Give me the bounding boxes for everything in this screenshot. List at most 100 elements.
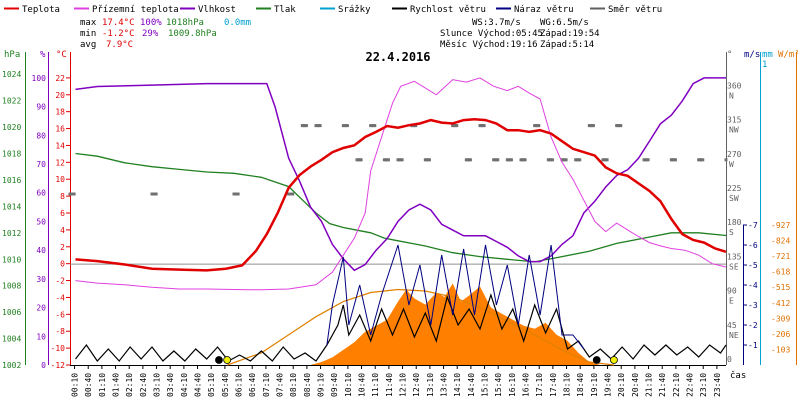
hpa-tick-label: 1016 — [2, 176, 21, 185]
axis-unit-wm2: W/m² — [778, 50, 800, 60]
series-wind-dir-point — [291, 192, 295, 196]
wm2-tick-label: -721 — [771, 252, 790, 261]
series-wind-dir-point — [373, 124, 377, 128]
time-tick-label: 07:10 — [262, 373, 271, 397]
stat-precip: 0.0mm — [224, 18, 251, 28]
stats-block: max 17.4°C 100% 1018hPa 0.0mm min -1.2°C… — [80, 18, 251, 50]
series-wind-dir-point — [619, 124, 623, 128]
time-tick-label: 05:40 — [221, 373, 230, 397]
time-tick-label: 14:40 — [467, 373, 476, 397]
dir-tick-deg: 45 — [727, 321, 737, 330]
info-moon-set: Západ:5:14 — [540, 40, 594, 50]
wm2-tick-label: -412 — [771, 299, 790, 308]
time-tick-label: 16:10 — [508, 373, 517, 397]
dir-tick-name: N — [729, 91, 734, 100]
c-tick-label: 14 — [55, 141, 65, 150]
wm2-tick-label: -618 — [771, 268, 790, 277]
c-tick-label: -4 — [55, 293, 65, 302]
time-tick-label: 04:10 — [180, 373, 189, 397]
axis-unit-hpa: hPa — [4, 50, 20, 60]
time-tick-label: 03:40 — [166, 373, 175, 397]
c-tick-label: 8 — [60, 192, 65, 201]
ms-tick-label: -5 — [748, 261, 758, 270]
time-tick-label: 10:40 — [358, 373, 367, 397]
series-wind-dir-point — [304, 124, 308, 128]
legend: Teplota Přízemní teplota Vlhkost Tlak Srážky… — [4, 5, 662, 15]
legend-label-srazky: Srážky — [338, 5, 371, 15]
legend-label-naraz: Náraz větru — [514, 5, 574, 15]
wm2-tick-label: -103 — [771, 345, 790, 354]
pct-tick-label: 80 — [36, 131, 46, 140]
axis-units: hPa % °C ° m/s mm W/m² 1 — [4, 50, 800, 70]
series-wind-dir-point — [386, 158, 390, 162]
time-tick-label: 22:10 — [672, 373, 681, 397]
time-axis-label: čas — [730, 370, 746, 381]
time-tick-label: 13:10 — [426, 373, 435, 397]
series-wind-speed — [75, 293, 727, 362]
series-wind-dir-point — [496, 158, 500, 162]
c-tick-label: -2 — [55, 277, 65, 286]
dir-tick-deg: 270 — [727, 150, 742, 159]
c-tick-label: 2 — [60, 243, 65, 252]
time-tick-label: 21:40 — [658, 373, 667, 397]
c-tick-label: 10 — [55, 175, 65, 184]
dir-tick-name: SW — [729, 194, 739, 203]
series-wind-dir-point — [482, 124, 486, 128]
dir-tick-name: SE — [729, 262, 739, 271]
time-tick-label: 06:10 — [235, 373, 244, 397]
hpa-tick-label: 1002 — [2, 361, 21, 370]
time-tick-label: 15:10 — [481, 373, 490, 397]
c-tick-label: 20 — [55, 91, 65, 100]
dir-tick-name: S — [729, 228, 734, 237]
wm2-tick-label: -309 — [771, 314, 790, 323]
c-tick-label: 18 — [55, 108, 65, 117]
dir-tick-deg: 0 — [727, 355, 732, 364]
stat-min-hum: 29% — [142, 29, 159, 39]
hpa-tick-label: 1012 — [2, 229, 21, 238]
series-wind-dir-point — [591, 124, 595, 128]
legend-label-smer: Směr větru — [608, 5, 662, 15]
time-tick-label: 12:40 — [412, 373, 421, 397]
c-tick-label: -8 — [55, 327, 65, 336]
dir-tick-deg: 315 — [727, 116, 742, 125]
series-wind-dir-point — [345, 124, 349, 128]
series-wind-dir-point — [154, 192, 158, 196]
time-tick-label: 16:40 — [522, 373, 531, 397]
pct-tick-label: 10 — [36, 332, 46, 341]
time-tick-label: 06:40 — [248, 373, 257, 397]
pct-tick-label: 100 — [32, 74, 47, 83]
series-wind-dir-point — [724, 158, 728, 162]
series-wind-dir-point — [400, 158, 404, 162]
c-tick-label: 16 — [55, 125, 65, 134]
stat-min-press: 1009.8hPa — [168, 29, 217, 39]
sun-moon-marker — [215, 356, 223, 364]
time-tick-label: 08:10 — [289, 373, 298, 397]
pct-tick-label: 70 — [36, 160, 46, 169]
series-wind-dir-point — [578, 158, 582, 162]
info-wg: WG:6.5m/s — [540, 18, 589, 28]
wm2-tick-label: -515 — [771, 283, 790, 292]
time-tick-label: 03:10 — [153, 373, 162, 397]
pct-tick-label: 30 — [36, 275, 46, 284]
info-block: WS:3.7m/s WG:6.5m/s Slunce Východ:05:45 … — [440, 18, 600, 50]
series-wind-dir-point — [236, 192, 240, 196]
time-tick-label: 12:10 — [399, 373, 408, 397]
ms-tick-label: -1 — [748, 341, 758, 350]
legend-label-pocitova: Přízemní teplota — [92, 5, 179, 15]
dir-tick-name: NW — [729, 126, 739, 135]
series-wind-gust — [326, 244, 585, 350]
time-tick-label: 04:40 — [194, 373, 203, 397]
time-tick-label: 15:40 — [494, 373, 503, 397]
series-wind-dir-point — [523, 158, 527, 162]
info-sun-rise: Slunce Východ:05:45 — [440, 29, 543, 39]
pct-tick-label: 90 — [36, 103, 46, 112]
series-wind-dir-point — [605, 158, 609, 162]
time-tick-label: 23:40 — [713, 373, 722, 397]
pct-tick-label: 40 — [36, 246, 46, 255]
mm-top-tick: 1 — [762, 60, 767, 70]
time-tick-label: 09:10 — [317, 373, 326, 397]
dir-tick-deg: 360 — [727, 81, 742, 90]
stat-min-temp: -1.2°C — [102, 29, 135, 39]
c-tick-label: 4 — [60, 226, 65, 235]
